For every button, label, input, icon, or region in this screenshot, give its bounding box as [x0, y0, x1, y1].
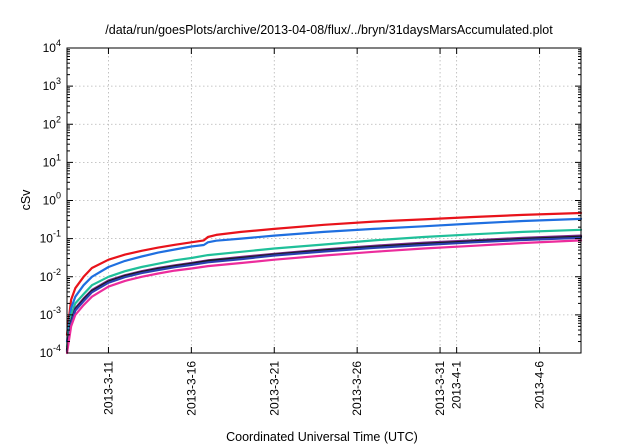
series-line-7: [65, 239, 583, 355]
x-tick-label: 2013-3-26: [350, 361, 364, 416]
x-tick-label: 2013-3-21: [267, 361, 281, 416]
y-axis-title: cSv: [19, 189, 33, 211]
x-tick-label: 2013-3-16: [184, 361, 198, 416]
y-axis: 10-4 10-3 10-2 10-1 100 101 102 103 104: [40, 38, 581, 360]
series-line-6: [65, 236, 583, 353]
chart-title: /data/run/goesPlots/archive/2013-04-08/f…: [105, 23, 553, 37]
y-tick-label: 103: [43, 76, 61, 93]
x-tick-label: 2013-4-6: [533, 361, 547, 409]
grid: [67, 48, 581, 353]
y-tick-label: 100: [43, 191, 61, 208]
x-tick-label: 2013-3-11: [101, 361, 115, 415]
y-tick-label: 10-2: [40, 267, 61, 284]
y-tick-label: 10-1: [40, 229, 61, 246]
series-line-2: [65, 217, 583, 343]
x-axis: 2013-3-11 2013-3-16 2013-3-21 2013-3-26 2013…: [101, 48, 547, 416]
series-lines: [65, 211, 583, 355]
y-tick-label: 104: [43, 38, 61, 55]
y-tick-label: 10-3: [40, 305, 61, 322]
series-line-1: [65, 211, 583, 336]
y-tick-label: 102: [43, 114, 61, 131]
series-line-3: [65, 228, 583, 348]
y-tick-label: 10-4: [40, 343, 61, 360]
x-tick-label: 2013-3-31: [433, 361, 447, 416]
x-tick-label: 2013-4-1: [450, 361, 464, 409]
y-tick-label: 101: [43, 152, 61, 169]
x-axis-title: Coordinated Universal Time (UTC): [226, 430, 418, 444]
